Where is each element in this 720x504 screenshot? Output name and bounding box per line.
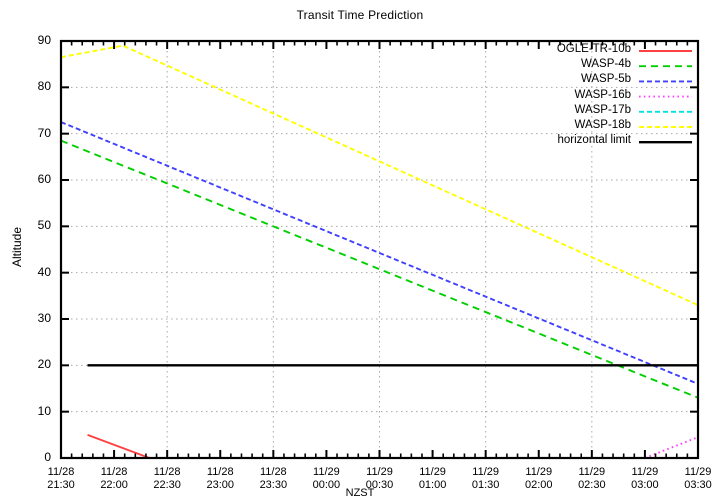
x-tick-label: 11/29 01:00 [398, 466, 468, 492]
x-tick-time: 22:00 [100, 479, 128, 491]
y-tick-label: 80 [37, 79, 51, 94]
data-series-group [60, 44, 699, 459]
y-tick-label: 20 [37, 357, 51, 372]
x-tick-time: 21:30 [47, 479, 75, 491]
y-tick-label: 50 [37, 218, 51, 233]
y-tick-label: 30 [37, 311, 51, 325]
axis-ticks [60, 40, 699, 459]
x-tick-time: 02:30 [578, 479, 606, 491]
legend-sample-lines [639, 50, 692, 144]
y-tick-label: 40 [37, 264, 51, 279]
x-tick-label: 11/29 03:30 [663, 466, 720, 492]
x-tick-date: 11/29 [472, 466, 500, 478]
x-tick-time: 03:30 [684, 479, 712, 491]
y-tick-label: 10 [37, 403, 51, 418]
x-tick-time: 22:30 [153, 479, 181, 491]
legend-entry-label: WASP-18b [574, 119, 631, 131]
legend-entry-label: WASP-17b [574, 103, 631, 116]
x-tick-label: 11/29 02:30 [557, 466, 627, 492]
x-tick-date: 11/28 [100, 466, 128, 478]
x-tick-label: 11/28 21:30 [26, 466, 96, 492]
y-tick-label: 60 [37, 172, 51, 186]
legend-entry-label: WASP-16b [574, 88, 631, 101]
x-tick-date: 11/29 [419, 466, 446, 478]
x-tick-time: 23:00 [206, 479, 235, 491]
x-tick-date: 11/29 [631, 466, 659, 478]
x-tick-date: 11/28 [47, 466, 75, 478]
x-tick-label: 11/29 03:00 [610, 466, 680, 492]
x-tick-date: 11/29 [578, 466, 606, 478]
x-tick-label: 11/28 22:30 [132, 466, 202, 492]
x-tick-time: 02:00 [524, 479, 553, 491]
x-tick-label: 11/29 00:30 [345, 466, 415, 492]
x-tick-time: 01:30 [471, 479, 500, 491]
x-tick-date: 11/28 [153, 466, 181, 478]
x-tick-label: 11/28 23:00 [185, 466, 255, 492]
legend-entry-label: horizontal limit [557, 134, 632, 147]
x-tick-date: 11/28 [259, 466, 287, 478]
x-tick-label: 11/29 02:00 [504, 466, 574, 492]
x-tick-date: 11/29 [684, 466, 712, 478]
x-tick-date: 11/29 [366, 466, 393, 478]
y-tick-label: 0 [44, 450, 51, 464]
x-axis-title: NZST [345, 487, 375, 499]
legend-entry-label: WASP-5b [580, 73, 631, 86]
x-tick-label: 11/29 00:00 [291, 466, 361, 492]
x-tick-time: 03:00 [631, 479, 659, 491]
legend-entry-label: WASP-4b [580, 58, 631, 71]
x-tick-label: 11/29 01:30 [451, 466, 521, 492]
chart-title: Transit Time Prediction [296, 8, 424, 22]
y-tick-label: 70 [37, 125, 51, 140]
x-tick-date: 11/29 [313, 466, 340, 478]
x-tick-date: 11/29 [525, 466, 553, 478]
legend-entry-label: OGLE-TR-10b [556, 43, 631, 55]
y-tick-label: 90 [37, 33, 51, 47]
x-tick-date: 11/28 [206, 466, 234, 478]
x-tick-time: 23:30 [259, 479, 288, 491]
x-tick-time: 00:30 [365, 479, 394, 491]
x-tick-label: 11/28 22:00 [79, 466, 149, 492]
x-tick-time: 01:00 [418, 479, 447, 491]
x-tick-label: 11/28 23:30 [238, 466, 308, 492]
x-tick-time: 00:00 [312, 479, 341, 491]
